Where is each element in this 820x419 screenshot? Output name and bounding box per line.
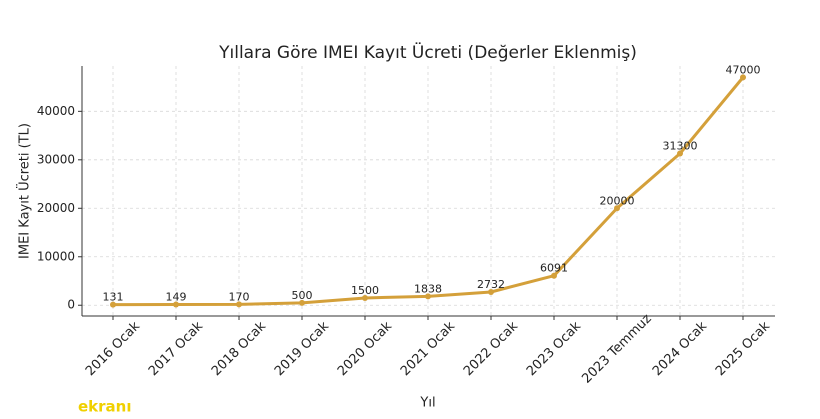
x-tick-label: 2019 Ocak — [272, 319, 333, 380]
y-axis-label: IMEI Kayıt Ücreti (TL) — [16, 123, 33, 259]
point — [173, 301, 179, 308]
x-tick-label: 2021 Ocak — [398, 319, 459, 380]
point — [236, 301, 242, 308]
x-axis-label: Yıl — [419, 396, 435, 411]
value-label: 2732 — [477, 278, 505, 291]
x-tick-label: 2024 Ocak — [650, 319, 711, 380]
point — [362, 294, 368, 301]
point — [740, 74, 746, 81]
chart-title: Yıllara Göre IMEI Kayıt Ücreti (Değerler… — [218, 41, 637, 63]
point — [614, 205, 620, 212]
x-tick-label: 2023 Temmuz — [579, 311, 654, 386]
x-tick-label: 2017 Ocak — [146, 319, 207, 380]
value-label: 149 — [166, 291, 187, 304]
value-label: 47000 — [726, 63, 761, 76]
point — [488, 288, 494, 295]
x-tick-label: 2020 Ocak — [335, 319, 396, 380]
value-label: 20000 — [600, 194, 635, 207]
x-tick-label: 2023 Ocak — [524, 319, 585, 380]
value-label: 500 — [292, 289, 313, 302]
value-label: 131 — [103, 291, 124, 304]
value-label: 1500 — [351, 284, 379, 297]
y-tick-label: 10000 — [37, 249, 75, 263]
value-label: 31300 — [663, 140, 698, 153]
y-tick-label: 0 — [67, 298, 75, 312]
y-tick-label: 20000 — [37, 201, 75, 215]
value-label: 6091 — [540, 262, 568, 275]
y-tick-label: 40000 — [37, 104, 75, 118]
point — [425, 293, 431, 300]
point — [299, 299, 305, 306]
value-label: 1838 — [414, 282, 442, 295]
point — [551, 272, 557, 279]
x-tick-label: 2025 Ocak — [713, 319, 774, 380]
x-tick-label: 2016 Ocak — [83, 319, 144, 380]
x-tick-label: 2018 Ocak — [209, 319, 270, 380]
point — [110, 301, 116, 308]
value-label: 170 — [229, 290, 250, 303]
watermark: ekranı — [78, 398, 132, 416]
y-tick-label: 30000 — [37, 152, 75, 166]
x-tick-label: 2022 Ocak — [461, 319, 522, 380]
point — [677, 150, 683, 157]
